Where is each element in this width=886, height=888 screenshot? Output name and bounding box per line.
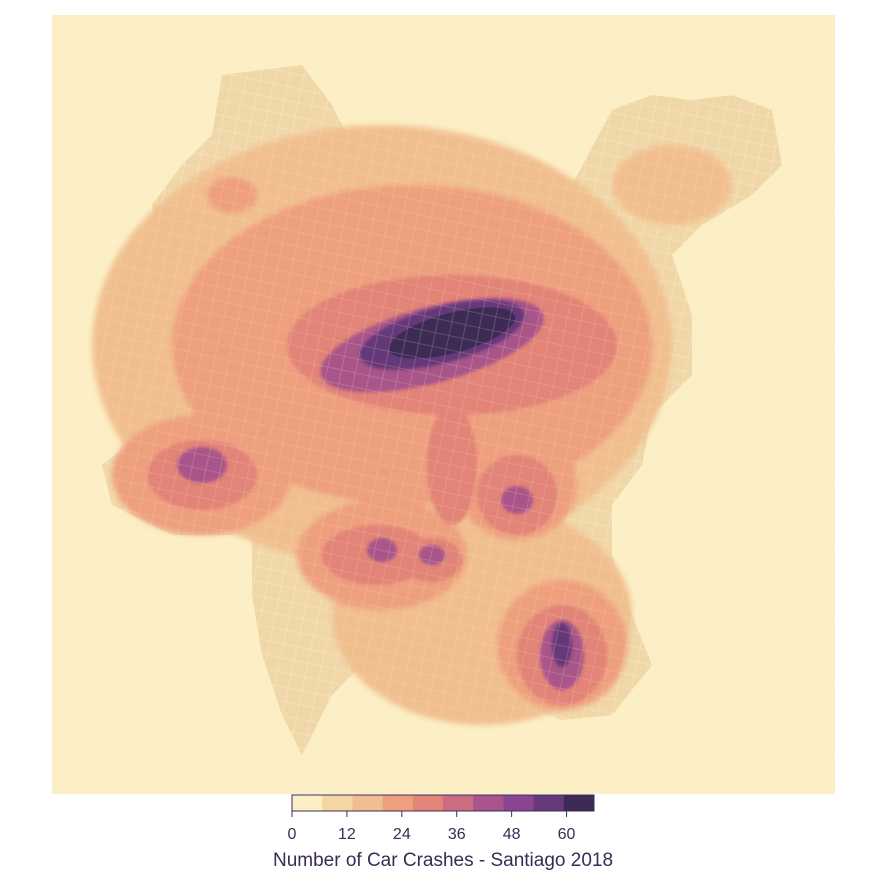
legend-colorbar (292, 795, 595, 811)
legend-tick-label: 36 (447, 826, 466, 843)
map-panel (52, 15, 835, 794)
legend-tick-label: 48 (502, 826, 521, 843)
legend-bin (533, 795, 565, 811)
legend-bin (443, 795, 474, 811)
legend-tick-label: 24 (392, 826, 411, 843)
legend-tick-label: 0 (287, 826, 297, 843)
street-network (52, 15, 835, 794)
legend-bin (412, 795, 444, 811)
legend (0, 794, 886, 888)
legend-bin (563, 795, 595, 811)
density-map (52, 15, 835, 794)
legend-bin (382, 795, 414, 811)
legend-bin (503, 795, 535, 811)
legend-bin (352, 795, 384, 811)
legend-title: Number of Car Crashes - Santiago 2018 (272, 850, 614, 871)
legend-tick-label: 60 (557, 826, 576, 843)
legend-bin (322, 795, 353, 811)
legend-frame (291, 794, 595, 812)
legend-tick-label: 12 (338, 826, 356, 843)
legend-ticks (291, 811, 568, 817)
legend-bin (473, 795, 504, 811)
legend-bin (292, 795, 323, 811)
